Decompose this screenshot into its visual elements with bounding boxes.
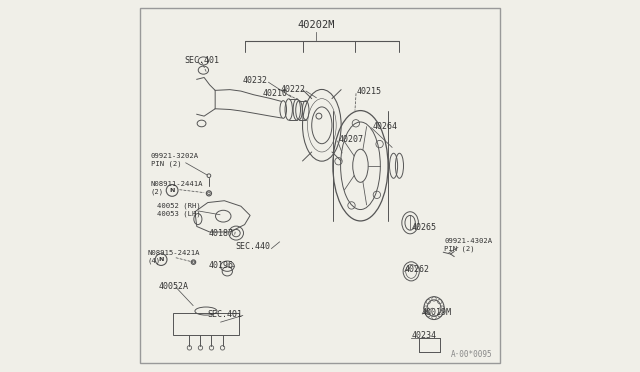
- Text: A·00*0095: A·00*0095: [451, 350, 492, 359]
- Text: SEC.401: SEC.401: [184, 56, 219, 65]
- Text: 09921-3202A
PIN (2): 09921-3202A PIN (2): [151, 153, 199, 167]
- Text: N08915-2421A
(4): N08915-2421A (4): [147, 250, 200, 264]
- Text: 40196: 40196: [209, 260, 234, 270]
- Text: SEC.401: SEC.401: [207, 310, 242, 319]
- Text: 40232: 40232: [243, 76, 268, 85]
- Text: N: N: [159, 257, 164, 262]
- Text: 40210: 40210: [263, 89, 288, 98]
- Text: 40222: 40222: [280, 85, 305, 94]
- Text: 09921-4302A
PIN (2): 09921-4302A PIN (2): [444, 238, 492, 252]
- Text: SEC.440: SEC.440: [236, 242, 270, 251]
- Text: 40234: 40234: [412, 331, 436, 340]
- Text: 40019M: 40019M: [421, 308, 451, 317]
- Text: 40265: 40265: [412, 223, 436, 232]
- Text: 40262: 40262: [404, 265, 429, 275]
- Text: 40202M: 40202M: [298, 20, 335, 30]
- Text: 40215: 40215: [356, 87, 382, 96]
- Text: 40187: 40187: [209, 228, 234, 238]
- Bar: [173, 313, 239, 335]
- Text: 40207: 40207: [339, 135, 364, 144]
- Text: 40264: 40264: [372, 122, 397, 131]
- Text: 40052A: 40052A: [158, 282, 188, 291]
- Text: N08911-2441A
(2): N08911-2441A (2): [151, 181, 204, 195]
- Text: 40052 (RH)
40053 (LH): 40052 (RH) 40053 (LH): [157, 203, 201, 217]
- Text: N: N: [170, 188, 175, 193]
